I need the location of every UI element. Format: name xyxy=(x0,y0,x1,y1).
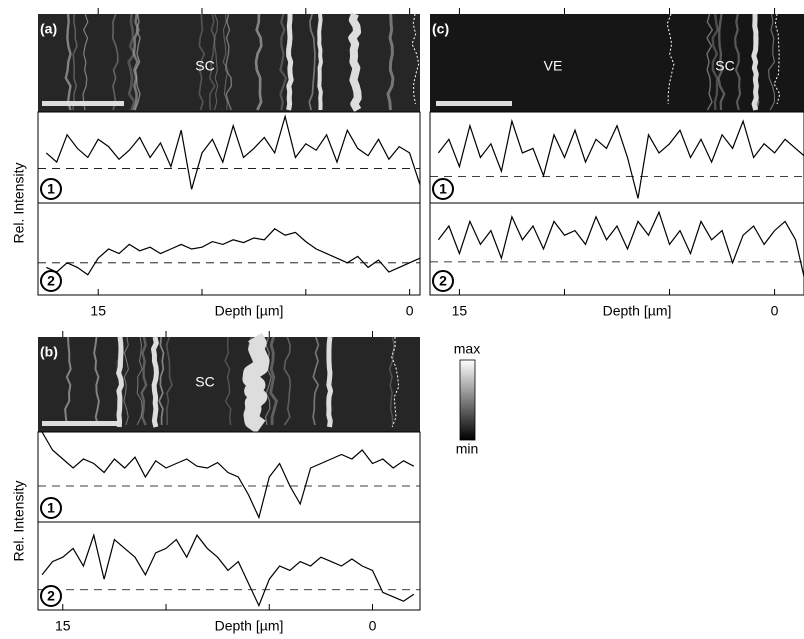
trace-number: 1 xyxy=(47,181,55,197)
micrograph-streak xyxy=(388,336,395,426)
micrograph-streak xyxy=(717,13,726,111)
trace-marker xyxy=(40,585,62,607)
micrograph-streak xyxy=(279,13,288,111)
region-label: SC xyxy=(195,374,214,390)
micrograph-streak xyxy=(386,13,395,111)
micrograph-bright xyxy=(326,336,334,428)
trace-marker xyxy=(40,270,62,292)
trace-number: 2 xyxy=(47,588,55,604)
micrograph xyxy=(430,14,804,112)
panel-label: (b) xyxy=(40,344,58,360)
region-label: VE xyxy=(544,58,563,74)
micrograph-streak xyxy=(283,336,292,426)
micrograph-streak xyxy=(225,13,233,111)
micrograph-streak xyxy=(768,13,776,111)
boundary-line xyxy=(773,13,781,105)
micrograph-streak xyxy=(123,336,129,426)
micrograph-streak xyxy=(158,336,165,426)
micrograph-streak xyxy=(140,336,148,426)
micrograph-streak xyxy=(711,13,719,111)
trace-frame xyxy=(37,431,421,523)
region-label: SC xyxy=(715,58,734,74)
x-axis-label: Depth [µm] xyxy=(215,303,284,319)
intensity-trace xyxy=(41,533,415,608)
trace-number: 1 xyxy=(439,181,447,197)
micrograph-streak xyxy=(706,13,714,111)
panel-label: (a) xyxy=(40,21,57,37)
micrograph-streak xyxy=(64,336,72,426)
micrograph-streak xyxy=(93,336,100,426)
micrograph-streak xyxy=(264,336,272,426)
trace-marker xyxy=(40,497,62,519)
micrograph-streak xyxy=(222,13,229,111)
x-axis-label: Depth [µm] xyxy=(603,303,672,319)
micrograph-bright xyxy=(242,332,270,434)
scale-bar xyxy=(42,421,118,426)
colorbar-min: min xyxy=(456,441,479,457)
micrograph-streak xyxy=(111,13,119,111)
micrograph-streak xyxy=(208,13,216,111)
boundary-line xyxy=(666,13,675,105)
intensity-trace xyxy=(45,114,421,190)
x-axis-label: Depth [µm] xyxy=(215,618,284,634)
micrograph-streak xyxy=(308,13,316,111)
trace-number: 2 xyxy=(47,273,55,289)
colorbar-max: max xyxy=(454,341,480,357)
micrograph-bright xyxy=(151,336,159,428)
boundary-line xyxy=(411,13,420,105)
y-axis-label: Rel. Intensity xyxy=(11,163,27,244)
intensity-trace xyxy=(437,118,804,199)
x-tick-label: 0 xyxy=(406,303,414,319)
trace-frame xyxy=(37,111,421,204)
x-tick-label: 15 xyxy=(452,303,468,319)
intensity-trace xyxy=(437,210,804,280)
micrograph-streak xyxy=(82,13,89,111)
micrograph-streak xyxy=(136,336,143,426)
x-tick-label: 15 xyxy=(55,618,71,634)
micrograph-streak xyxy=(269,336,279,426)
micrograph-streak xyxy=(134,13,141,111)
micrograph-bright xyxy=(348,12,362,112)
micrograph-bright xyxy=(116,336,124,428)
micrograph-bright xyxy=(751,13,759,111)
micrograph-streak xyxy=(132,13,140,111)
x-tick-label: 15 xyxy=(90,303,106,319)
x-tick-label: 0 xyxy=(771,303,779,319)
trace-marker xyxy=(432,178,454,200)
x-tick-label: 0 xyxy=(369,618,377,634)
micrograph-streak xyxy=(64,13,72,111)
trace-marker xyxy=(432,270,454,292)
micrograph-streak xyxy=(734,13,742,111)
region-label: SC xyxy=(195,58,214,74)
panel-label: (c) xyxy=(432,21,449,37)
trace-frame xyxy=(429,202,804,296)
trace-frame xyxy=(37,202,421,296)
micrograph-bright xyxy=(317,13,323,111)
y-axis-label: Rel. Intensity xyxy=(11,481,27,562)
micrograph-streak xyxy=(254,13,263,111)
micrograph-streak xyxy=(312,336,320,426)
intensity-trace xyxy=(46,228,421,276)
trace-frame xyxy=(37,521,421,611)
trace-number: 2 xyxy=(439,273,447,289)
micrograph-streak xyxy=(198,13,206,111)
scale-bar xyxy=(42,101,124,106)
micrograph-streak xyxy=(213,13,219,111)
trace-number: 1 xyxy=(47,500,55,516)
micrograph-streak xyxy=(224,336,232,426)
colorbar xyxy=(459,359,476,441)
scale-bar xyxy=(436,101,512,106)
micrograph-streak xyxy=(127,13,137,111)
micrograph-streak xyxy=(165,336,173,426)
micrograph-streak xyxy=(72,13,78,111)
micrograph-bright xyxy=(286,13,294,111)
trace-marker xyxy=(40,178,62,200)
intensity-trace xyxy=(41,431,415,520)
boundary-line xyxy=(391,336,400,428)
